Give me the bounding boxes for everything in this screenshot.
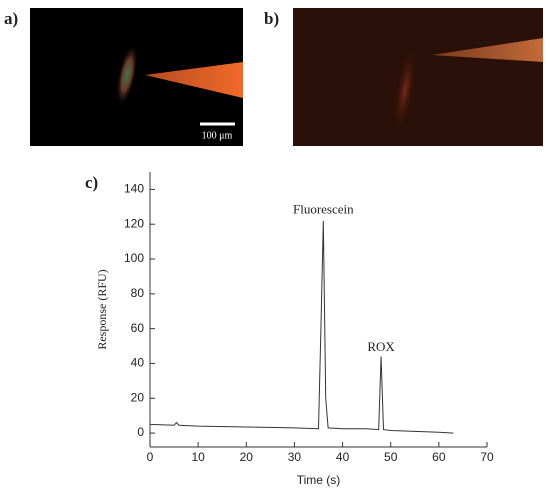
x-tick-label: 0 bbox=[147, 450, 154, 464]
annotation: ROX bbox=[367, 339, 395, 354]
x-tick-label: 40 bbox=[336, 450, 350, 464]
y-tick-label: 0 bbox=[137, 425, 144, 439]
y-tick-label: 100 bbox=[124, 251, 144, 265]
scale-bar-label: 100 μm bbox=[202, 130, 233, 141]
y-tick-label: 120 bbox=[124, 216, 144, 230]
x-tick-label: 60 bbox=[432, 450, 446, 464]
y-tick-label: 20 bbox=[131, 390, 145, 404]
y-tick-label: 80 bbox=[131, 286, 145, 300]
x-axis-label: Time (s) bbox=[297, 473, 341, 487]
panel-label: a) bbox=[4, 9, 18, 28]
x-tick-label: 20 bbox=[240, 450, 254, 464]
x-tick-label: 10 bbox=[191, 450, 205, 464]
y-tick-label: 140 bbox=[124, 182, 144, 196]
tip bbox=[145, 62, 243, 98]
panel-label: b) bbox=[264, 9, 279, 28]
panel-label: c) bbox=[85, 173, 98, 192]
annotation: Fluorescein bbox=[293, 201, 354, 216]
x-tick-label: 50 bbox=[384, 450, 398, 464]
x-tick-label: 70 bbox=[480, 450, 494, 464]
x-tick-label: 30 bbox=[288, 450, 302, 464]
y-tick-label: 40 bbox=[131, 356, 145, 370]
photo-b bbox=[293, 8, 543, 146]
y-tick-label: 60 bbox=[131, 321, 145, 335]
tip bbox=[432, 38, 543, 62]
y-axis-label: Response (RFU) bbox=[95, 269, 109, 349]
capillary bbox=[115, 43, 139, 107]
capillary bbox=[391, 40, 419, 140]
data-line bbox=[149, 220, 454, 434]
